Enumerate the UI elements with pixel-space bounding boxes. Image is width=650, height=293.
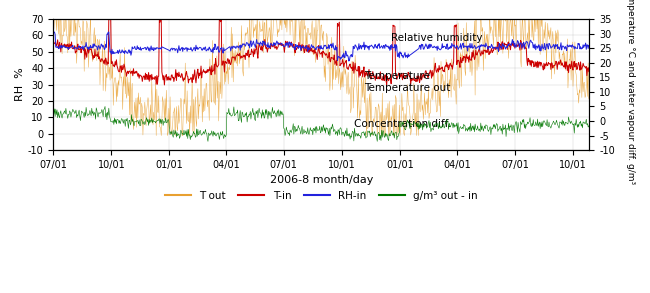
X-axis label: 2006-8 month/day: 2006-8 month/day [270,176,373,185]
Text: Concentration diff.: Concentration diff. [354,119,450,129]
Legend: T out, T-in, RH-in, g/m³ out - in: T out, T-in, RH-in, g/m³ out - in [161,187,482,205]
Text: Temperature: Temperature [364,71,430,81]
Text: Temperature out: Temperature out [364,83,450,93]
Text: Relative humidity: Relative humidity [391,33,482,43]
Y-axis label: RH  %: RH % [15,68,25,101]
Y-axis label: Temperature °C and water vapour diff. g/m³: Temperature °C and water vapour diff. g/… [626,0,635,184]
